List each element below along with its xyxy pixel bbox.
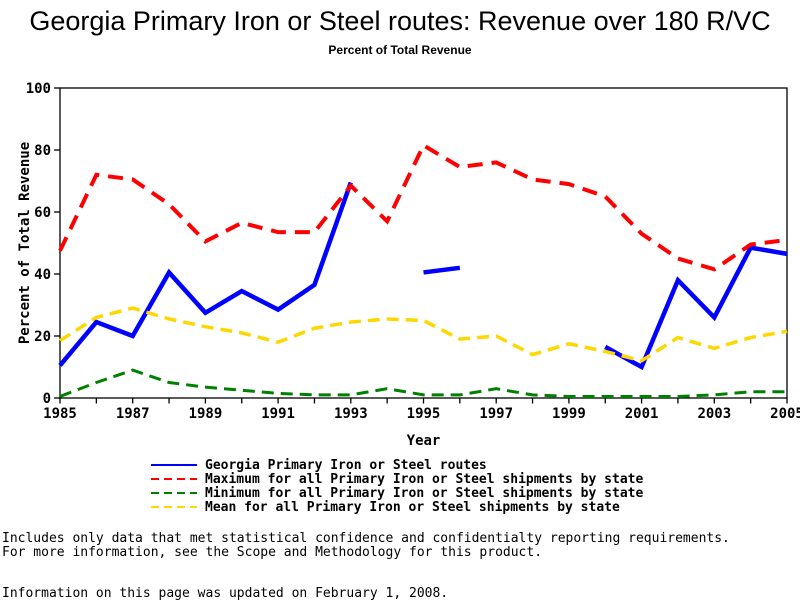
series-line-mean bbox=[59, 306, 788, 363]
legend-swatch-georgia bbox=[151, 464, 197, 466]
legend-swatch-maximum bbox=[151, 478, 197, 480]
x-tick-label: 1985 bbox=[43, 406, 77, 422]
x-tick-label: 1993 bbox=[334, 406, 368, 422]
y-tick-label: 80 bbox=[34, 143, 51, 159]
x-tick-label: 1999 bbox=[552, 406, 586, 422]
plot-frame bbox=[59, 87, 788, 399]
x-tick-label: 2001 bbox=[625, 406, 659, 422]
y-tick-label: 60 bbox=[34, 205, 51, 221]
x-tick-label: 1987 bbox=[116, 406, 150, 422]
series-line-maximum bbox=[58, 142, 788, 272]
x-tick-label: 1995 bbox=[407, 406, 441, 422]
legend-item-label: Mean for all Primary Iron or Steel shipm… bbox=[205, 499, 620, 515]
legend-item-label: Georgia Primary Iron or Steel routes bbox=[205, 457, 487, 473]
x-axis-title: Year bbox=[406, 433, 441, 449]
chart-subtitle: Percent of Total Revenue bbox=[328, 43, 472, 57]
footnote-updated: Information on this page was updated on … bbox=[2, 586, 449, 601]
series-line-georgia bbox=[604, 245, 788, 371]
x-tick-label: 1997 bbox=[479, 406, 513, 422]
x-tick-label: 1989 bbox=[189, 406, 223, 422]
legend-item-label: Maximum for all Primary Iron or Steel sh… bbox=[205, 471, 644, 487]
legend-item-maximum: Maximum for all Primary Iron or Steel sh… bbox=[150, 471, 644, 487]
chart-plot-area: 1985 1987 1989 1991 1993 1995 1997 1999 2001 2003… bbox=[26, 81, 800, 422]
y-tick-label: 40 bbox=[34, 267, 51, 283]
series-line-georgia bbox=[58, 181, 353, 367]
x-tick-label: 2005 bbox=[770, 406, 800, 422]
legend-item-label: Minimum for all Primary Iron or Steel sh… bbox=[205, 485, 644, 501]
series-line-minimum bbox=[59, 368, 787, 398]
footnote-line-2: For more information, see the Scope and … bbox=[2, 545, 543, 560]
legend-item-minimum: Minimum for all Primary Iron or Steel sh… bbox=[150, 485, 644, 501]
y-tick-label: 0 bbox=[43, 391, 51, 407]
chart-legend: Georgia Primary Iron or Steel routes Maxi… bbox=[150, 457, 644, 515]
legend-swatch-minimum bbox=[151, 492, 197, 494]
legend-swatch-mean bbox=[151, 506, 197, 508]
x-tick-label: 2003 bbox=[697, 406, 731, 422]
legend-item-mean: Mean for all Primary Iron or Steel shipm… bbox=[150, 499, 643, 515]
series-line-georgia bbox=[423, 265, 461, 275]
footnote-line-1: Includes only data that met statistical … bbox=[2, 531, 730, 546]
x-tick-label: 1991 bbox=[261, 406, 295, 422]
y-axis-title: Percent of Total Revenue bbox=[17, 141, 33, 345]
chart-title: Georgia Primary Iron or Steel routes: Re… bbox=[29, 6, 771, 36]
y-tick-label: 100 bbox=[26, 81, 51, 97]
legend-item-georgia: Georgia Primary Iron or Steel routes bbox=[150, 457, 643, 473]
y-tick-label: 20 bbox=[34, 329, 51, 345]
